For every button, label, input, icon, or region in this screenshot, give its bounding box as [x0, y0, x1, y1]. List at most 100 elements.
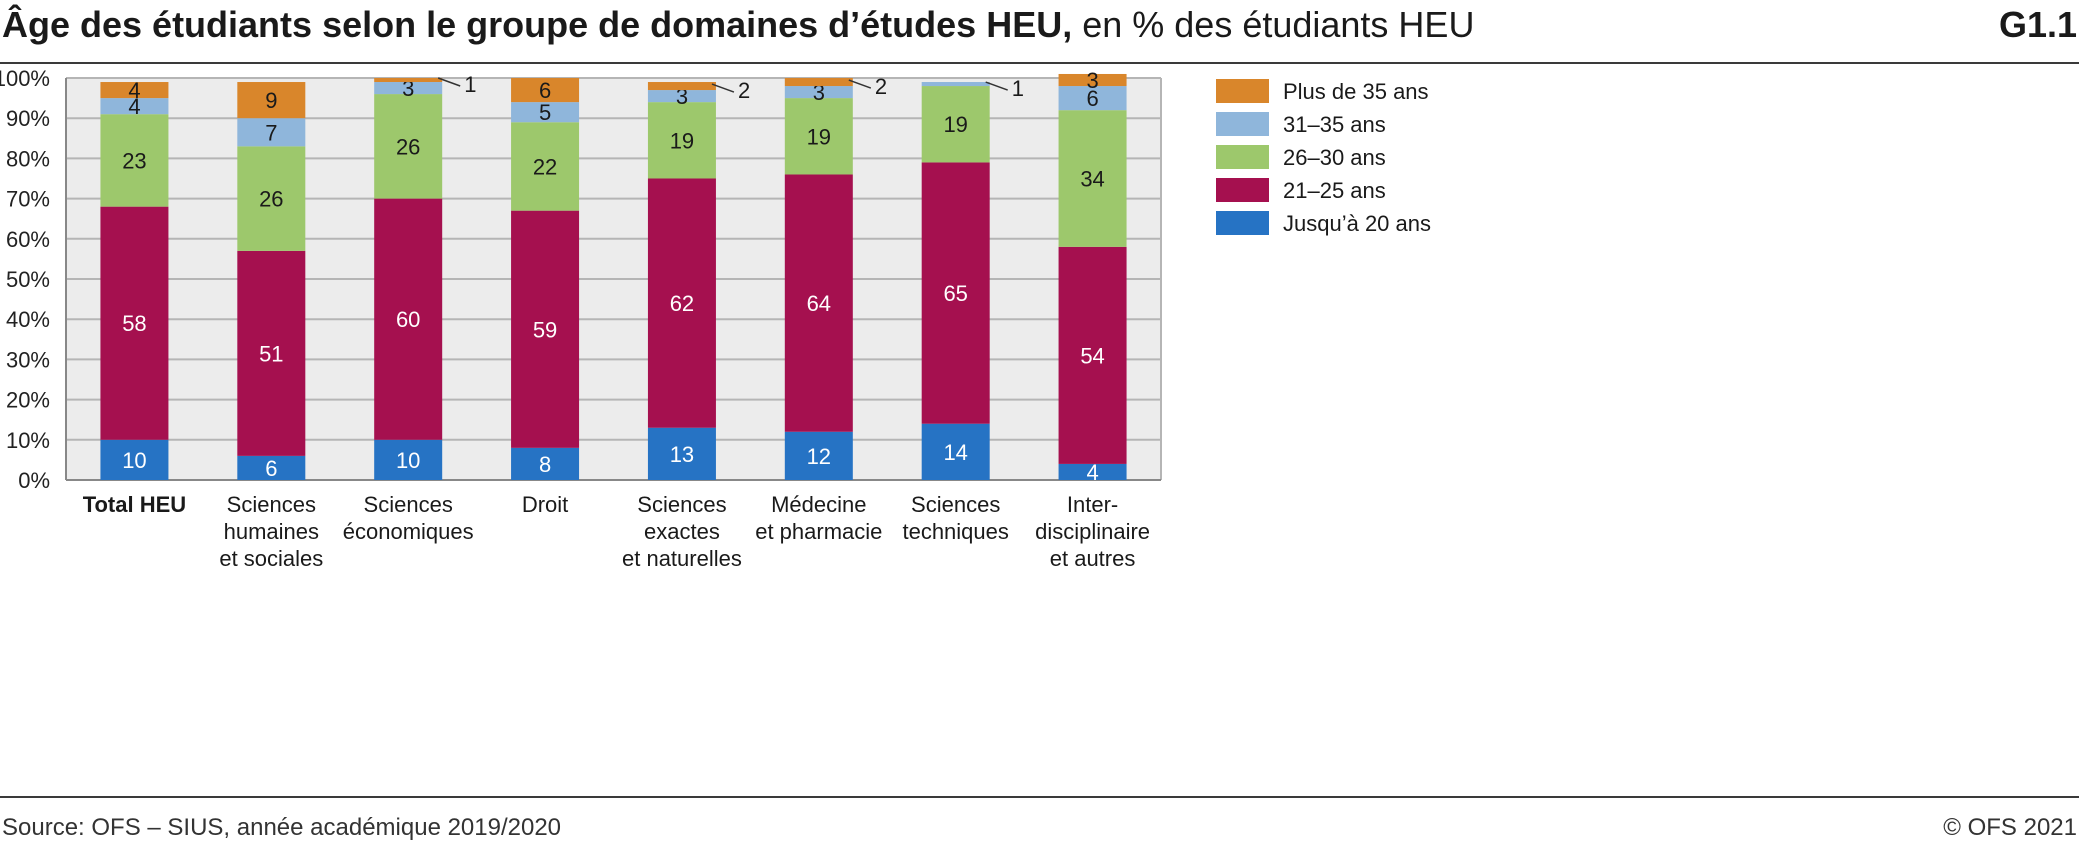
- data-label: 12: [807, 444, 831, 469]
- bar-segment: [1058, 463, 1127, 480]
- data-label-leader: [848, 79, 872, 89]
- legend-swatch: [1216, 112, 1269, 136]
- y-tick-label: 100%: [0, 66, 50, 91]
- bar-segment: [374, 78, 443, 83]
- bar-segment: [647, 427, 716, 480]
- x-tick-label: Sciences: [364, 492, 453, 517]
- data-label: 3: [813, 80, 825, 105]
- bar-segment: [921, 423, 990, 480]
- data-label: 10: [122, 448, 146, 473]
- data-label: 2: [875, 74, 887, 99]
- chart-code: G1.1: [1998, 4, 2077, 45]
- data-label: 6: [1086, 86, 1098, 111]
- y-tick-label: 60%: [6, 227, 50, 252]
- data-label: 4: [1086, 460, 1098, 485]
- data-label-leader: [711, 83, 735, 93]
- data-label: 19: [670, 128, 694, 153]
- bar-segment: [374, 439, 443, 480]
- bar-segment: [921, 82, 990, 87]
- stacked-bar-chart: 0%10%20%30%40%50%60%70%80%90%100%1058234…: [0, 66, 1431, 571]
- data-label: 60: [396, 307, 420, 332]
- bar-segment: [1058, 246, 1127, 464]
- bar-segment: [784, 98, 853, 175]
- bar-segment: [511, 102, 580, 123]
- data-label: 3: [1086, 68, 1098, 93]
- bar-segment: [784, 431, 853, 480]
- x-tick-label: et naturelles: [622, 546, 742, 571]
- x-tick-label: Sciences: [911, 492, 1000, 517]
- chart-header: Âge des étudiants selon le groupe de dom…: [0, 0, 2079, 62]
- bar-segment: [784, 78, 853, 87]
- data-label: 5: [539, 100, 551, 125]
- data-label: 6: [539, 78, 551, 103]
- data-label: 8: [539, 452, 551, 477]
- x-tick-label: disciplinaire: [1035, 519, 1150, 544]
- y-tick-label: 50%: [6, 267, 50, 292]
- bar-segment: [1058, 73, 1127, 87]
- bar-segment: [100, 439, 169, 480]
- y-tick-label: 30%: [6, 347, 50, 372]
- x-tick-label: Médecine: [771, 492, 866, 517]
- chart-title-unit: en % des étudiants HEU: [1072, 4, 1475, 45]
- x-tick-label: Total HEU: [83, 492, 186, 517]
- legend-label: 21–25 ans: [1283, 178, 1386, 203]
- bar-segment: [100, 82, 169, 99]
- legend-swatch: [1216, 178, 1269, 202]
- data-label: 59: [533, 317, 557, 342]
- x-tick-label: économiques: [343, 519, 474, 544]
- y-tick-label: 80%: [6, 146, 50, 171]
- bar-segment: [237, 250, 306, 456]
- y-tick-label: 10%: [6, 428, 50, 453]
- legend-swatch: [1216, 211, 1269, 235]
- data-label: 1: [464, 72, 476, 97]
- data-label: 19: [943, 112, 967, 137]
- bar-segment: [921, 86, 990, 163]
- bar-segment: [647, 90, 716, 103]
- chart-title-main: Âge des étudiants selon le groupe de dom…: [2, 4, 1073, 45]
- data-label: 4: [128, 94, 140, 119]
- data-label: 19: [807, 124, 831, 149]
- y-tick-label: 40%: [6, 307, 50, 332]
- bar-segment: [511, 122, 580, 211]
- data-label: 65: [943, 281, 967, 306]
- y-tick-label: 70%: [6, 187, 50, 212]
- data-label-leader: [437, 77, 461, 87]
- bar-segment: [374, 198, 443, 440]
- data-label: 3: [676, 84, 688, 109]
- x-tick-label: et autres: [1050, 546, 1136, 571]
- bar-segment: [100, 98, 169, 115]
- data-label: 6: [265, 456, 277, 481]
- bar-segment: [784, 86, 853, 99]
- bar-segment: [1058, 86, 1127, 111]
- x-tick-label: et sociales: [219, 546, 323, 571]
- legend-label: 31–35 ans: [1283, 112, 1386, 137]
- data-label: 9: [265, 88, 277, 113]
- data-label: 7: [265, 120, 277, 145]
- y-tick-label: 20%: [6, 388, 50, 413]
- data-label: 1: [1012, 76, 1024, 101]
- x-tick-label: et pharmacie: [755, 519, 882, 544]
- legend-label: Jusqu’à 20 ans: [1283, 211, 1431, 236]
- bar-segment: [237, 82, 306, 119]
- bar-segment: [511, 78, 580, 103]
- x-tick-label: techniques: [902, 519, 1008, 544]
- data-label: 51: [259, 341, 283, 366]
- data-label: 62: [670, 291, 694, 316]
- data-label: 64: [807, 291, 831, 316]
- bar-segment: [100, 206, 169, 440]
- bar-segment: [374, 82, 443, 95]
- bar-segment: [237, 146, 306, 251]
- y-tick-label: 90%: [6, 106, 50, 131]
- data-label: 13: [670, 442, 694, 467]
- legend-swatch: [1216, 145, 1269, 169]
- x-tick-label: Inter-: [1067, 492, 1118, 517]
- copyright-note: © OFS 2021: [1943, 814, 2077, 841]
- data-label: 58: [122, 311, 146, 336]
- data-label: 14: [943, 440, 967, 465]
- x-tick-label: Sciences: [637, 492, 726, 517]
- x-tick-label: humaines: [224, 519, 319, 544]
- bar-segment: [647, 82, 716, 91]
- data-label: 26: [259, 187, 283, 212]
- legend-label: 26–30 ans: [1283, 145, 1386, 170]
- data-label: 22: [533, 154, 557, 179]
